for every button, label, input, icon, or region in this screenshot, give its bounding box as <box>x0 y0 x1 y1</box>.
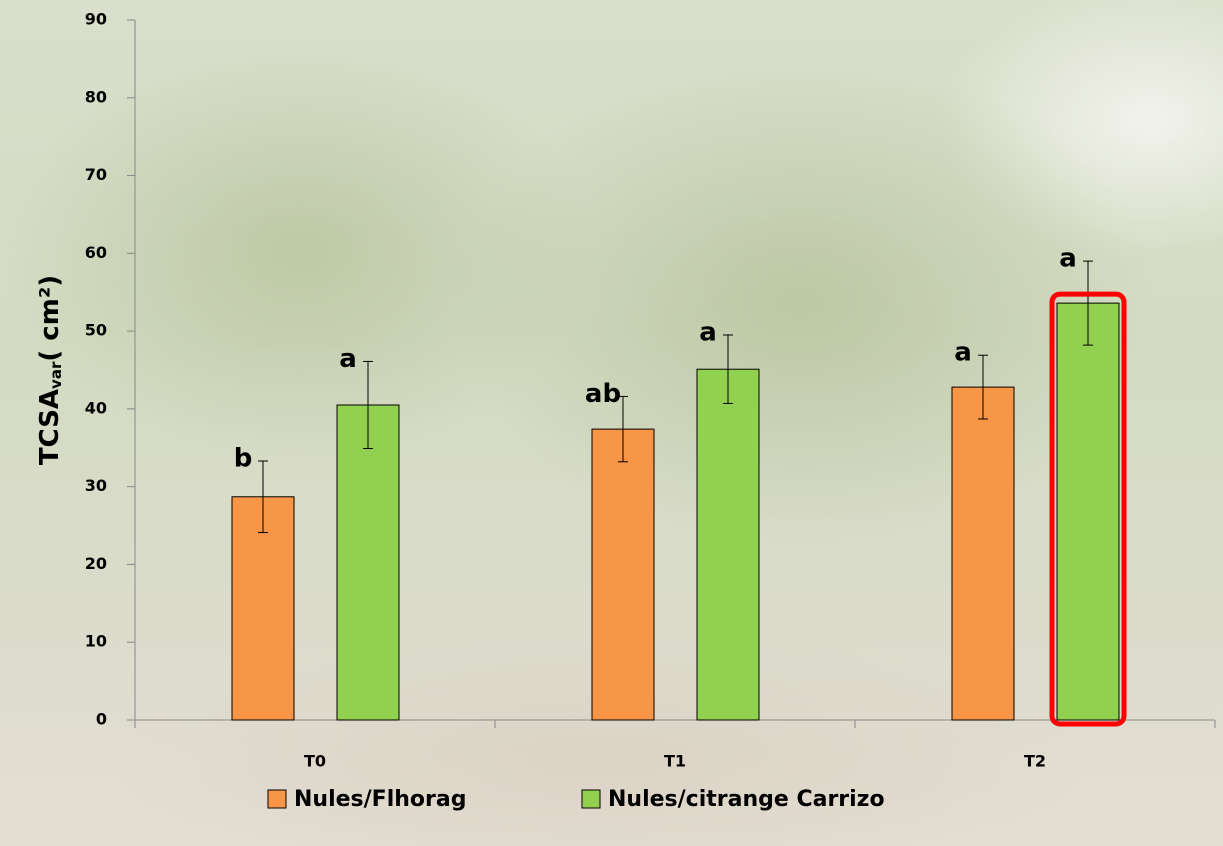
x-tick-label: T0 <box>304 752 326 771</box>
y-tick-label: 20 <box>85 554 107 573</box>
y-label-main: TCSA <box>35 389 65 465</box>
significance-letter: ab <box>585 379 621 409</box>
significance-letter: a <box>954 338 972 368</box>
legend-swatch <box>581 789 601 809</box>
y-tick-label: 10 <box>85 632 107 651</box>
highlight-box <box>1049 291 1127 727</box>
bar <box>591 428 655 721</box>
bar <box>951 386 1015 721</box>
bar <box>1056 302 1120 721</box>
y-tick-label: 80 <box>85 87 107 106</box>
significance-letter: b <box>234 444 253 474</box>
x-tick-label: T2 <box>1024 752 1046 771</box>
y-axis-label: TCSAvar( cm²) <box>35 275 65 465</box>
bar <box>696 368 760 721</box>
error-bar <box>1083 260 1093 346</box>
y-tick-label: 30 <box>85 476 107 495</box>
bar <box>336 404 400 721</box>
error-bar <box>363 360 373 450</box>
y-label-unit: ( cm²) <box>35 275 65 362</box>
legend-label: Nules/Flhorag <box>294 787 466 812</box>
significance-letter: a <box>339 344 357 374</box>
y-tick-label: 0 <box>96 710 107 729</box>
y-label-sub: var <box>47 361 65 389</box>
significance-letter: a <box>699 318 717 348</box>
y-tick-label: 60 <box>85 243 107 262</box>
error-bar <box>978 354 988 420</box>
legend-swatch <box>267 789 287 809</box>
error-bar <box>258 460 268 534</box>
significance-letter: a <box>1059 244 1077 274</box>
y-tick-label: 90 <box>85 10 107 29</box>
y-tick-label: 70 <box>85 165 107 184</box>
error-bar <box>618 395 628 463</box>
legend-label: Nules/citrange Carrizo <box>608 787 885 812</box>
error-bar <box>723 334 733 404</box>
y-tick-label: 40 <box>85 398 107 417</box>
x-tick-label: T1 <box>664 752 686 771</box>
y-tick-label: 50 <box>85 321 107 340</box>
